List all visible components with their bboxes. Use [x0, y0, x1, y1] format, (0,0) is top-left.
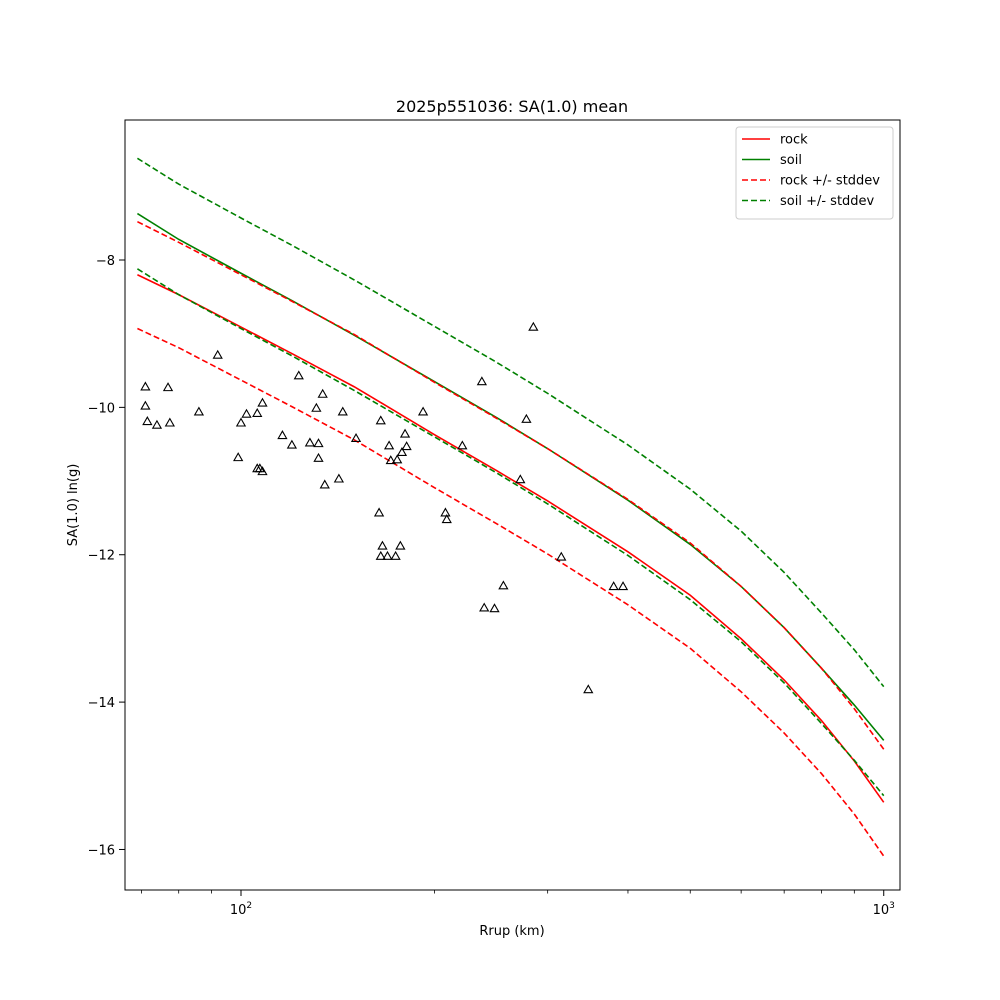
- observation-point: [212, 349, 223, 359]
- observation-point: [399, 428, 411, 438]
- series-line-rock: [137, 274, 885, 803]
- observation-point: [257, 466, 268, 476]
- observation-point: [489, 603, 500, 613]
- y-tick-label: −10: [88, 401, 115, 416]
- observation-point: [608, 581, 619, 591]
- series-line-rock-lower: [137, 327, 885, 857]
- observation-point: [277, 430, 288, 440]
- observation-point: [556, 551, 567, 561]
- series-line-soil-upper: [136, 157, 885, 688]
- observation-point: [401, 441, 412, 451]
- observation-point: [441, 514, 452, 524]
- observation-point: [528, 321, 539, 331]
- observation-point: [392, 454, 403, 464]
- x-tick-label: 102: [230, 901, 252, 918]
- observation-point: [417, 406, 429, 416]
- x-axis-label: Rrup (km): [479, 924, 544, 939]
- observation-point: [233, 452, 244, 462]
- x-tick-label: 103: [873, 901, 895, 918]
- observation-point: [395, 540, 406, 550]
- observation-point: [241, 408, 252, 418]
- observation-point: [617, 581, 629, 591]
- observation-point: [140, 381, 151, 391]
- observation-point: [333, 473, 345, 483]
- observation-point: [142, 416, 153, 426]
- y-tick-label: −16: [88, 843, 115, 858]
- observation-point: [319, 479, 330, 489]
- observation-point: [479, 602, 490, 612]
- y-tick-label: −12: [88, 549, 115, 564]
- legend-box: [735, 126, 894, 220]
- y-tick-label: −8: [96, 254, 115, 269]
- legend-label: rock: [780, 133, 808, 148]
- x-axis: 102 103: [141, 890, 895, 918]
- observation-point: [304, 437, 316, 447]
- legend-label: soil +/- stddev: [780, 194, 875, 209]
- observation-point: [317, 388, 328, 398]
- y-axis: −8 −10 −12 −14 −16: [88, 254, 125, 858]
- legend: rock soil rock +/- stddev soil +/- stddev: [735, 126, 894, 220]
- series-line-soil: [136, 212, 885, 741]
- observation-point: [515, 474, 526, 484]
- y-tick-label: −14: [88, 696, 115, 711]
- observation-point: [390, 550, 401, 560]
- observation-point: [457, 440, 468, 450]
- observation-point: [140, 400, 151, 410]
- observation-point: [440, 507, 451, 517]
- observation-point: [476, 376, 488, 386]
- legend-label: rock +/- stddev: [780, 174, 880, 189]
- observation-point: [498, 580, 509, 590]
- series-line-soil-lower: [136, 268, 885, 797]
- observation-point: [293, 370, 304, 380]
- observation-point: [583, 684, 594, 694]
- observation-point: [193, 406, 205, 416]
- observation-point: [311, 402, 322, 412]
- observation-point: [313, 452, 324, 462]
- observation-point: [350, 433, 362, 443]
- legend-label: soil: [780, 153, 802, 168]
- axes-frame: [124, 119, 901, 891]
- observation-point: [151, 419, 163, 429]
- observation-point: [382, 550, 393, 560]
- observation-point: [286, 439, 298, 449]
- observation-point: [375, 415, 386, 425]
- y-axis-label: SA(1.0) ln(g): [66, 464, 81, 547]
- observation-point: [383, 440, 395, 450]
- observation-point: [337, 406, 348, 416]
- observation-point: [385, 455, 396, 465]
- observation-point: [164, 417, 175, 427]
- observation-point: [375, 550, 386, 560]
- observation-point: [252, 407, 263, 417]
- observation-point: [313, 438, 324, 448]
- series-line-rock-upper: [137, 220, 885, 750]
- observation-point: [373, 507, 385, 517]
- observation-point: [257, 397, 268, 407]
- observation-point: [235, 417, 247, 427]
- observation-point: [521, 413, 532, 423]
- observation-point: [377, 540, 388, 550]
- observation-point: [162, 382, 174, 392]
- observation-point: [396, 447, 408, 457]
- chart-title: 2025p551036: SA(1.0) mean: [396, 97, 628, 116]
- plot-area: [136, 157, 885, 857]
